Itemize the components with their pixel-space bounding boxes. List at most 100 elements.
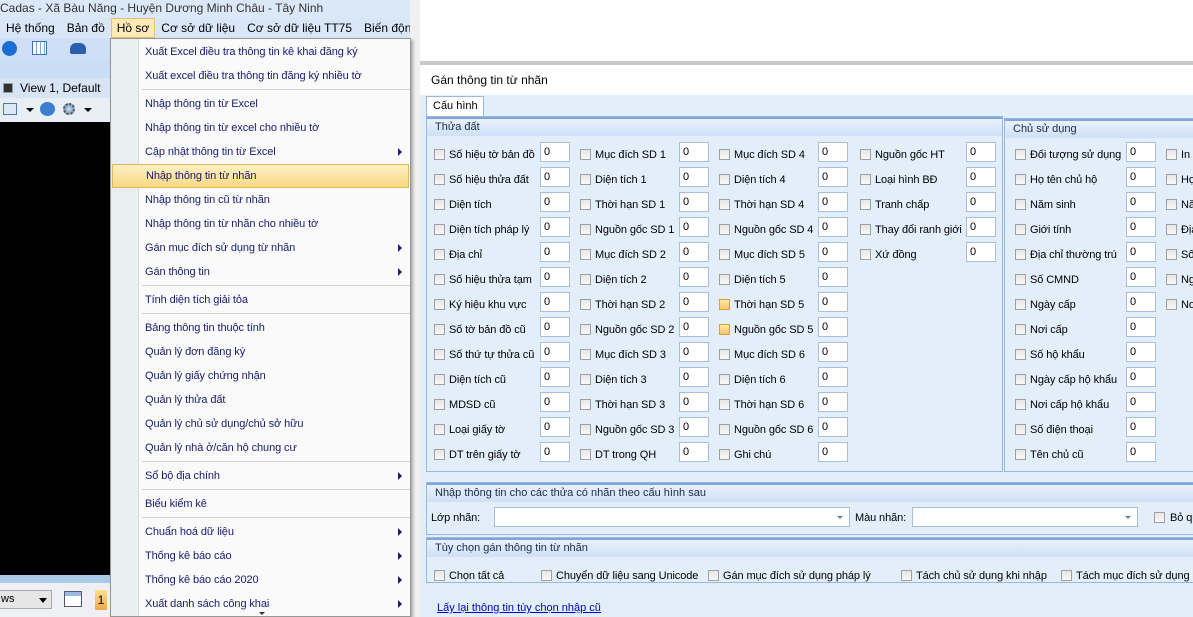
field-checkbox[interactable]: [719, 299, 730, 310]
menu-item[interactable]: Thống kê báo cáo: [111, 544, 410, 568]
field-index-input[interactable]: 0: [818, 392, 848, 412]
menu-item[interactable]: Tính diện tích giải tỏa: [111, 288, 410, 312]
page-number[interactable]: 1: [95, 590, 107, 610]
field-index-input[interactable]: 0: [1126, 367, 1156, 387]
menu-item[interactable]: Gán mục đích sử dụng từ nhãn: [111, 236, 410, 260]
field-index-input[interactable]: 0: [966, 217, 996, 237]
field-index-input[interactable]: 0: [818, 167, 848, 187]
field-checkbox[interactable]: [434, 299, 445, 310]
field-index-input[interactable]: 0: [540, 267, 570, 287]
field-checkbox[interactable]: [719, 274, 730, 285]
field-index-input[interactable]: 0: [818, 417, 848, 437]
field-checkbox[interactable]: [580, 274, 591, 285]
menu-item[interactable]: Quản lý giấy chứng nhận: [111, 364, 410, 388]
restore-options-link[interactable]: Lấy lại thông tin tùy chọn nhập cũ: [437, 602, 601, 614]
field-checkbox[interactable]: [580, 174, 591, 185]
menu-4[interactable]: Cơ sở dữ liệu TT75: [247, 21, 353, 35]
field-checkbox[interactable]: [860, 174, 871, 185]
field-checkbox[interactable]: [434, 199, 445, 210]
menu-2[interactable]: Hồ sơ: [110, 18, 156, 38]
field-checkbox[interactable]: [1015, 349, 1026, 360]
field-index-input[interactable]: 0: [679, 167, 709, 187]
field-index-input[interactable]: 0: [1126, 317, 1156, 337]
option-checkbox[interactable]: [541, 570, 552, 581]
field-checkbox[interactable]: [434, 274, 445, 285]
field-checkbox[interactable]: [434, 149, 445, 160]
map-canvas[interactable]: [0, 122, 110, 577]
field-checkbox[interactable]: [434, 249, 445, 260]
field-index-input[interactable]: 0: [540, 167, 570, 187]
field-checkbox[interactable]: [580, 199, 591, 210]
layers-icon[interactable]: [3, 103, 17, 115]
field-index-input[interactable]: 0: [966, 167, 996, 187]
menu-item[interactable]: Gán thông tin: [111, 260, 410, 284]
option-checkbox[interactable]: [708, 570, 719, 581]
field-index-input[interactable]: 0: [679, 342, 709, 362]
option-checkbox[interactable]: [434, 570, 445, 581]
menu-3[interactable]: Cơ sở dữ liệu: [161, 21, 236, 35]
field-checkbox[interactable]: [1015, 274, 1026, 285]
field-checkbox[interactable]: [580, 449, 591, 460]
menu-item[interactable]: Quản lý thửa đất: [111, 388, 410, 412]
field-checkbox[interactable]: [434, 174, 445, 185]
mau-nhan-combo[interactable]: [912, 507, 1138, 527]
field-index-input[interactable]: 0: [540, 242, 570, 262]
menu-item[interactable]: Nhập thông tin từ excel cho nhiều tờ: [111, 116, 410, 140]
menu-item[interactable]: Biểu kiểm kê: [111, 492, 410, 516]
field-checkbox[interactable]: [1166, 174, 1177, 185]
field-index-input[interactable]: 0: [679, 292, 709, 312]
field-index-input[interactable]: 0: [1126, 267, 1156, 287]
option-checkbox[interactable]: [901, 570, 912, 581]
field-index-input[interactable]: 0: [1126, 242, 1156, 262]
sun-icon[interactable]: [63, 103, 75, 115]
menu-item[interactable]: Xuất danh sách công khai: [111, 592, 410, 616]
field-index-input[interactable]: 0: [679, 417, 709, 437]
field-checkbox[interactable]: [1015, 224, 1026, 235]
field-index-input[interactable]: 0: [679, 442, 709, 462]
field-index-input[interactable]: 0: [679, 367, 709, 387]
field-checkbox[interactable]: [719, 149, 730, 160]
field-checkbox[interactable]: [860, 224, 871, 235]
field-checkbox[interactable]: [434, 324, 445, 335]
field-index-input[interactable]: 0: [818, 192, 848, 212]
field-checkbox[interactable]: [580, 149, 591, 160]
field-checkbox[interactable]: [719, 349, 730, 360]
field-index-input[interactable]: 0: [818, 342, 848, 362]
menu-1[interactable]: Bản đồ: [66, 21, 105, 35]
field-checkbox[interactable]: [1015, 324, 1026, 335]
menu-item[interactable]: Quản lý nhà ở/căn hộ chung cư: [111, 436, 410, 460]
field-index-input[interactable]: 0: [679, 392, 709, 412]
cascade-windows-icon[interactable]: [64, 591, 82, 607]
field-index-input[interactable]: 0: [1126, 392, 1156, 412]
field-checkbox[interactable]: [719, 399, 730, 410]
menu-item[interactable]: Quản lý đơn đăng ký: [111, 340, 410, 364]
field-index-input[interactable]: 0: [1126, 142, 1156, 162]
menu-item[interactable]: Nhập thông tin từ nhãn: [112, 164, 409, 188]
field-index-input[interactable]: 0: [679, 267, 709, 287]
field-checkbox[interactable]: [1015, 299, 1026, 310]
field-checkbox[interactable]: [1166, 299, 1177, 310]
field-index-input[interactable]: 0: [1126, 192, 1156, 212]
field-checkbox[interactable]: [719, 324, 730, 335]
field-checkbox[interactable]: [1015, 174, 1026, 185]
field-checkbox[interactable]: [580, 399, 591, 410]
field-index-input[interactable]: 0: [818, 292, 848, 312]
field-checkbox[interactable]: [1015, 449, 1026, 460]
field-index-input[interactable]: 0: [1126, 417, 1156, 437]
field-checkbox[interactable]: [434, 399, 445, 410]
field-checkbox[interactable]: [1166, 249, 1177, 260]
field-checkbox[interactable]: [580, 224, 591, 235]
menu-item[interactable]: Thống kê báo cáo 2020: [111, 568, 410, 592]
table-icon[interactable]: [32, 41, 47, 55]
field-checkbox[interactable]: [1015, 399, 1026, 410]
tab-cau-hinh[interactable]: Cấu hình: [426, 96, 484, 116]
field-index-input[interactable]: 0: [818, 367, 848, 387]
field-index-input[interactable]: 0: [540, 292, 570, 312]
scroll-down-icon[interactable]: [259, 612, 265, 615]
info-icon[interactable]: [2, 41, 17, 56]
field-checkbox[interactable]: [719, 249, 730, 260]
field-index-input[interactable]: 0: [818, 317, 848, 337]
field-checkbox[interactable]: [860, 249, 871, 260]
menu-item[interactable]: Quản lý chủ sử dụng/chủ sở hữu: [111, 412, 410, 436]
field-checkbox[interactable]: [719, 199, 730, 210]
